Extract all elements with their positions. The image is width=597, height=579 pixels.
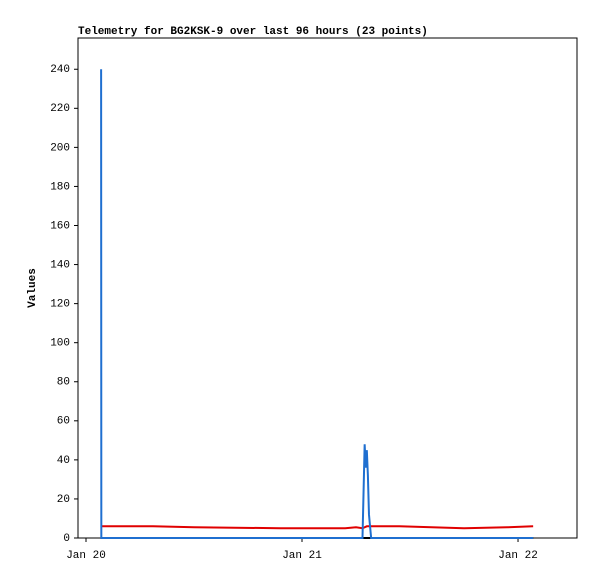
series-line	[101, 525, 534, 530]
y-tick-label: 0	[63, 533, 70, 545]
y-tick-label: 100	[50, 338, 70, 350]
series-line	[100, 69, 534, 539]
y-tick-label: 200	[50, 142, 70, 154]
y-tick-label: 140	[50, 259, 70, 271]
y-tick-label: 240	[50, 64, 70, 76]
y-tick-label: 180	[50, 181, 70, 193]
y-tick-label: 80	[57, 377, 70, 389]
x-tick-label: Jan 22	[498, 550, 538, 562]
x-tick-label: Jan 21	[282, 550, 322, 562]
chart-title: Telemetry for BG2KSK-9 over last 96 hour…	[78, 26, 428, 38]
y-tick-label: 20	[57, 494, 70, 506]
y-tick-label: 120	[50, 299, 70, 311]
y-tick-label: 160	[50, 220, 70, 232]
plot-frame	[77, 37, 578, 539]
y-tick-label: 60	[57, 416, 70, 428]
y-axis-label: Values	[27, 268, 39, 308]
y-tick-label: 220	[50, 103, 70, 115]
x-tick-label: Jan 20	[66, 550, 106, 562]
y-tick-label: 40	[57, 455, 70, 467]
